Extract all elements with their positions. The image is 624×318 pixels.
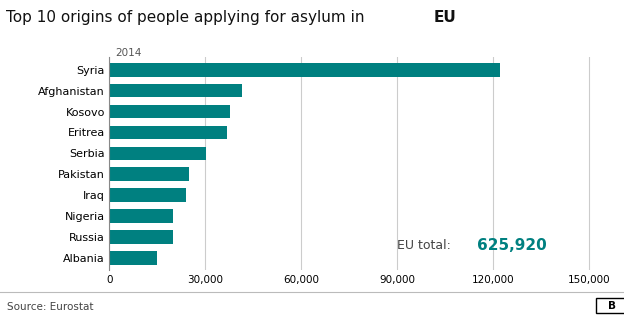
Bar: [109, 147, 207, 160]
Bar: [109, 126, 227, 139]
Bar: [109, 105, 230, 118]
Text: Source: Eurostat: Source: Eurostat: [7, 302, 94, 312]
Bar: [109, 167, 189, 181]
FancyBboxPatch shape: [596, 298, 624, 314]
Text: B: B: [608, 301, 616, 311]
Bar: [109, 63, 500, 77]
Text: 625,920: 625,920: [477, 238, 547, 253]
Text: Top 10 origins of people applying for asylum in: Top 10 origins of people applying for as…: [6, 10, 369, 24]
Bar: [109, 188, 186, 202]
Text: 2014: 2014: [115, 48, 142, 58]
Text: EU total:: EU total:: [397, 239, 455, 252]
Bar: [109, 84, 241, 97]
Bar: [109, 209, 173, 223]
Text: EU: EU: [434, 10, 456, 24]
Bar: [109, 251, 157, 265]
Bar: [109, 230, 173, 244]
